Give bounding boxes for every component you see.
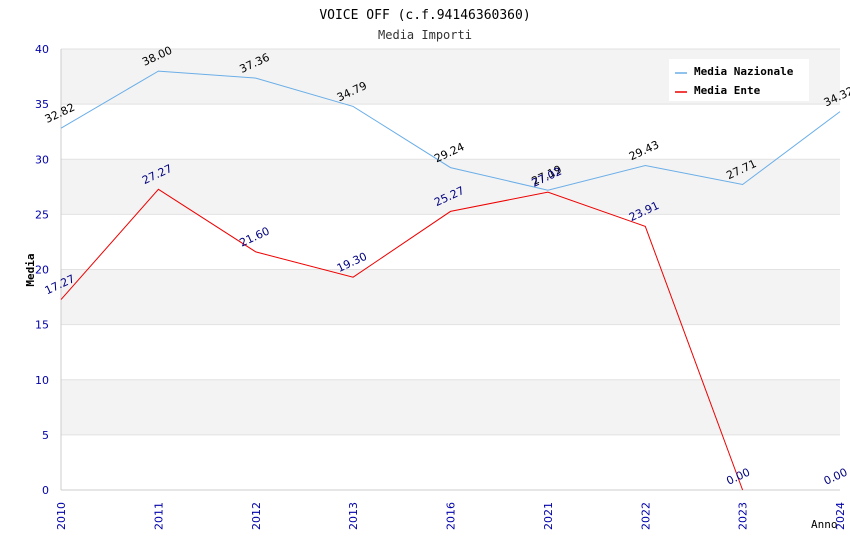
legend-label-media-nazionale: Media Nazionale: [694, 65, 794, 78]
y-tick-label-35: 35: [35, 98, 49, 111]
series-line-media-ente: [60, 188, 744, 491]
x-tick-label-2013: 2013: [347, 502, 360, 530]
grid-band: [61, 379, 840, 435]
grid-band: [61, 269, 840, 325]
series-lines: [60, 70, 841, 491]
y-tick-label-20: 20: [35, 264, 49, 277]
y-tick-label-40: 40: [35, 43, 49, 56]
x-tick-label-2024: 2024: [834, 502, 847, 530]
gridlines: [61, 48, 840, 491]
x-tick-label-2011: 2011: [152, 502, 165, 530]
data-label-media-ente-2024: 0.00: [822, 466, 850, 488]
x-axis-label: Anno: [811, 518, 838, 531]
x-tick-label-2010: 2010: [55, 502, 68, 530]
chart-title: VOICE OFF (c.f.94146360360): [319, 8, 530, 23]
data-label-media-ente-2023: 0.00: [724, 466, 752, 488]
x-tick-label-2023: 2023: [737, 502, 750, 530]
x-tick-label-2022: 2022: [639, 502, 652, 530]
legend-box: [669, 59, 809, 101]
data-label-media-ente-2012: 21.60: [238, 224, 272, 249]
x-tick-label-2012: 2012: [250, 502, 263, 530]
grid-bands: [61, 49, 840, 435]
x-tick-labels: 2010 2011 2012 2013 2016 2021 2022 2023 2024: [55, 502, 847, 530]
axes: [60, 49, 840, 491]
y-tick-labels: 0 5 10 15 20 25 30 35 40: [35, 43, 49, 497]
y-tick-label-15: 15: [35, 319, 49, 332]
series-line-media-nazionale: [60, 70, 841, 191]
y-tick-label-5: 5: [42, 429, 49, 442]
y-tick-label-30: 30: [35, 153, 49, 166]
legend: Media Nazionale Media Ente: [669, 59, 809, 101]
y-tick-label-10: 10: [35, 374, 49, 387]
y-axis-label: Media: [24, 253, 37, 286]
legend-label-media-ente: Media Ente: [694, 84, 761, 97]
y-tick-label-0: 0: [42, 484, 49, 497]
y-tick-label-25: 25: [35, 208, 49, 221]
x-tick-label-2016: 2016: [445, 502, 458, 530]
x-tick-label-2021: 2021: [542, 502, 555, 530]
chart-subtitle: Media Importi: [378, 28, 472, 42]
grid-band: [61, 159, 840, 215]
